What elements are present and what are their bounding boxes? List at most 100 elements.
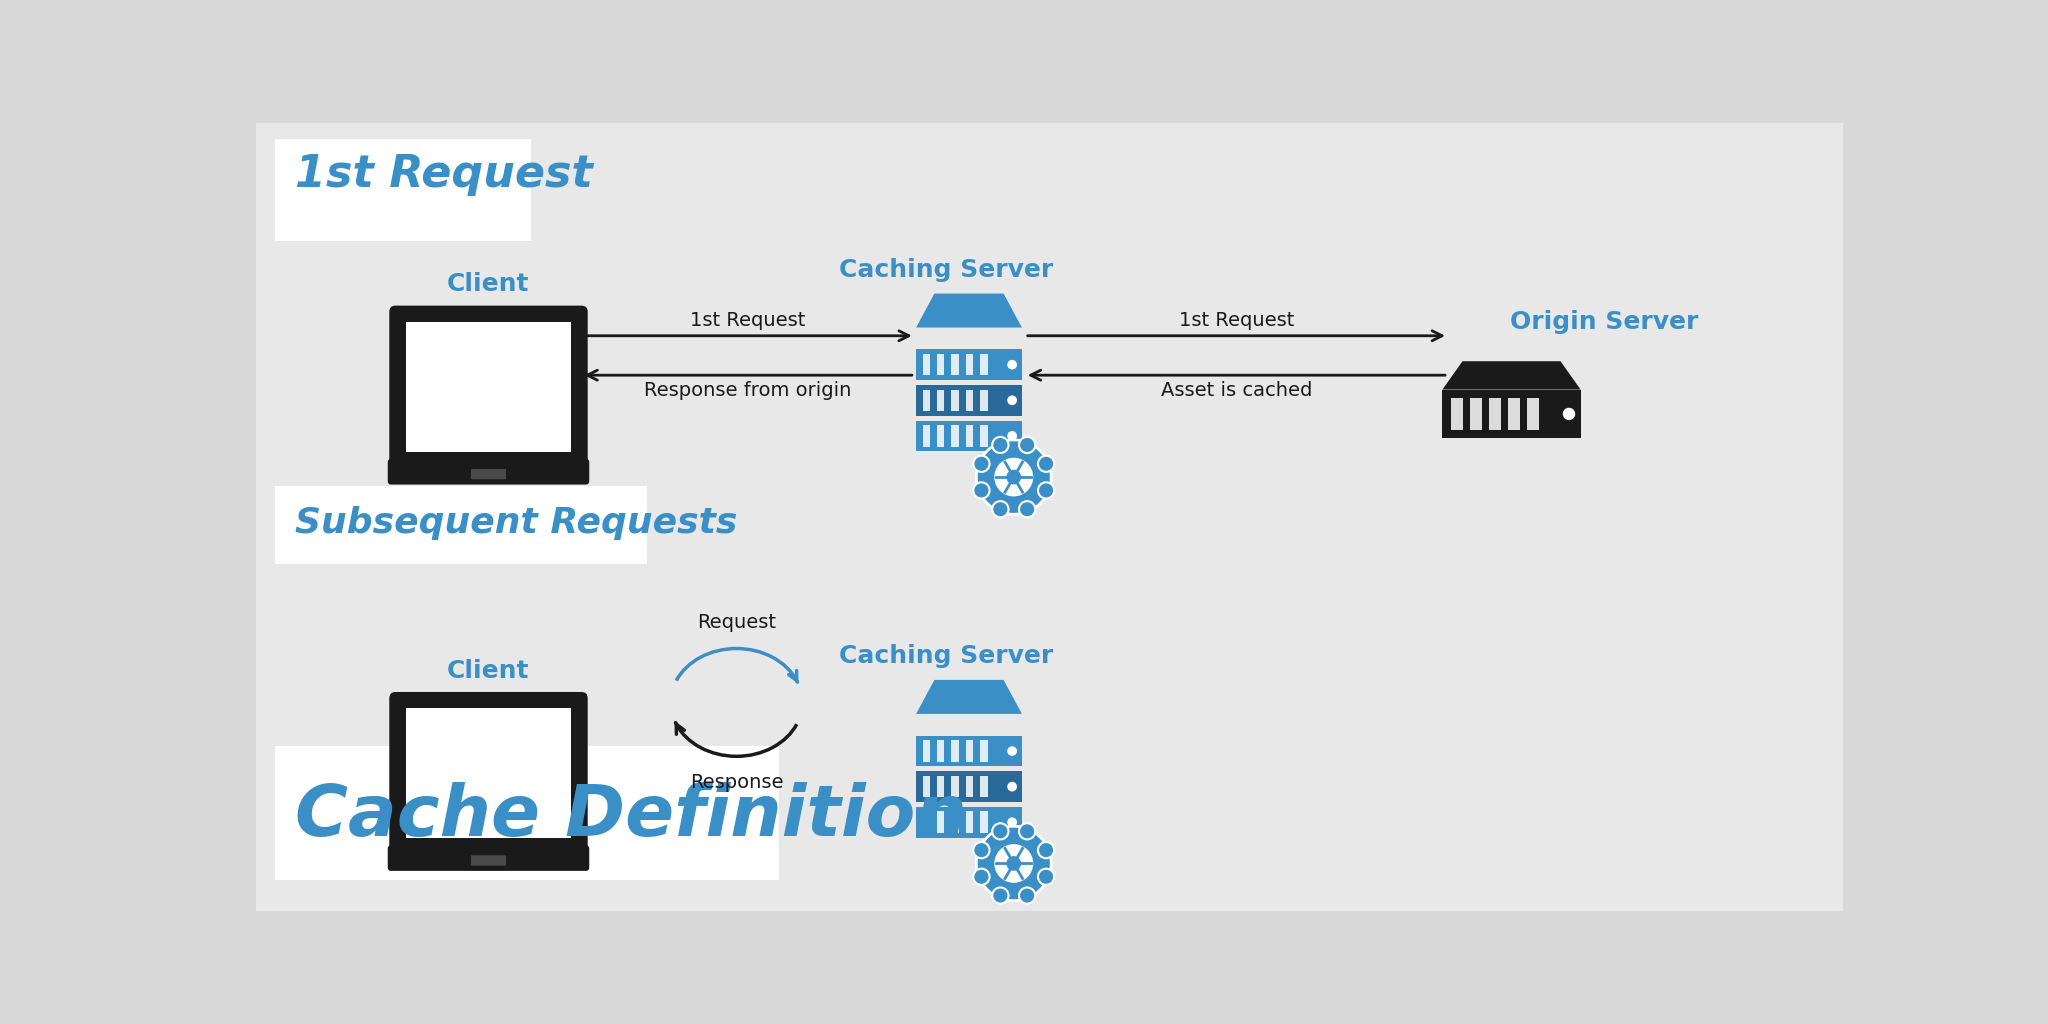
Bar [1507,398,1520,429]
Circle shape [991,823,1008,840]
Bar [981,740,987,762]
Circle shape [991,437,1008,453]
Bar [256,123,1843,517]
Bar [922,389,930,411]
Text: Request: Request [696,612,776,632]
Circle shape [973,842,989,858]
FancyBboxPatch shape [387,845,590,870]
FancyBboxPatch shape [915,735,1022,766]
Text: Caching Server: Caching Server [838,644,1053,669]
Text: Response: Response [690,773,782,793]
Bar [981,811,987,833]
Bar [922,811,930,833]
Bar [981,389,987,411]
FancyBboxPatch shape [915,771,1022,802]
FancyBboxPatch shape [274,485,647,564]
Polygon shape [1442,361,1581,389]
Circle shape [991,501,1008,517]
Circle shape [977,440,1051,514]
Circle shape [1008,781,1018,792]
FancyBboxPatch shape [915,349,1022,380]
Text: Response from origin: Response from origin [645,381,852,399]
Bar [922,354,930,376]
Circle shape [977,826,1051,901]
FancyBboxPatch shape [274,138,530,241]
Circle shape [1008,395,1018,406]
Bar [967,776,973,798]
Text: Origin Server: Origin Server [1509,310,1698,334]
Bar [967,425,973,446]
Text: 1st Request: 1st Request [690,311,805,331]
Circle shape [973,868,989,885]
Circle shape [973,456,989,472]
Polygon shape [915,294,1022,328]
Circle shape [1020,501,1036,517]
Circle shape [1038,482,1055,499]
Bar [1526,398,1538,429]
Circle shape [993,458,1034,497]
Bar [256,517,1843,911]
Bar [1470,398,1483,429]
Bar [952,425,958,446]
Circle shape [1008,359,1018,370]
FancyBboxPatch shape [471,855,506,865]
FancyBboxPatch shape [915,385,1022,416]
Bar [922,740,930,762]
Bar [952,389,958,411]
Circle shape [1008,431,1018,440]
Circle shape [1038,842,1055,858]
Bar [967,811,973,833]
Bar [952,776,958,798]
FancyBboxPatch shape [471,469,506,479]
Bar [938,389,944,411]
Circle shape [1038,868,1055,885]
Circle shape [1020,437,1036,453]
Bar [922,425,930,446]
Bar [952,740,958,762]
Text: Asset is cached: Asset is cached [1161,381,1313,399]
Text: Cache Definition: Cache Definition [295,782,967,851]
FancyBboxPatch shape [915,807,1022,838]
FancyBboxPatch shape [274,745,778,880]
Circle shape [1008,817,1018,827]
Text: Client: Client [446,272,530,296]
Text: Subsequent Requests: Subsequent Requests [295,507,737,541]
Circle shape [991,888,1008,903]
Bar [1489,398,1501,429]
Bar [1442,389,1581,438]
FancyBboxPatch shape [915,421,1022,452]
Circle shape [1006,856,1022,870]
Circle shape [1563,408,1575,420]
Bar [406,709,571,839]
Text: 1st Request: 1st Request [295,153,592,196]
Bar [952,354,958,376]
Bar [938,425,944,446]
Bar [922,776,930,798]
Text: Client: Client [446,658,530,683]
Bar [1452,398,1464,429]
Polygon shape [915,680,1022,714]
Text: 1st Request: 1st Request [1180,311,1294,331]
Circle shape [1020,823,1036,840]
Circle shape [993,844,1034,883]
Circle shape [1006,470,1022,484]
Circle shape [1020,888,1036,903]
Circle shape [1038,456,1055,472]
Bar [938,811,944,833]
Bar [981,776,987,798]
Bar [967,740,973,762]
Bar [938,776,944,798]
FancyBboxPatch shape [389,305,588,468]
Circle shape [1008,746,1018,756]
Bar [938,354,944,376]
Bar [981,354,987,376]
Bar [967,389,973,411]
FancyBboxPatch shape [389,692,588,854]
Text: Caching Server: Caching Server [838,258,1053,282]
Bar [406,322,571,452]
Bar [967,354,973,376]
Circle shape [973,482,989,499]
Bar [938,740,944,762]
Bar [952,811,958,833]
Bar [981,425,987,446]
